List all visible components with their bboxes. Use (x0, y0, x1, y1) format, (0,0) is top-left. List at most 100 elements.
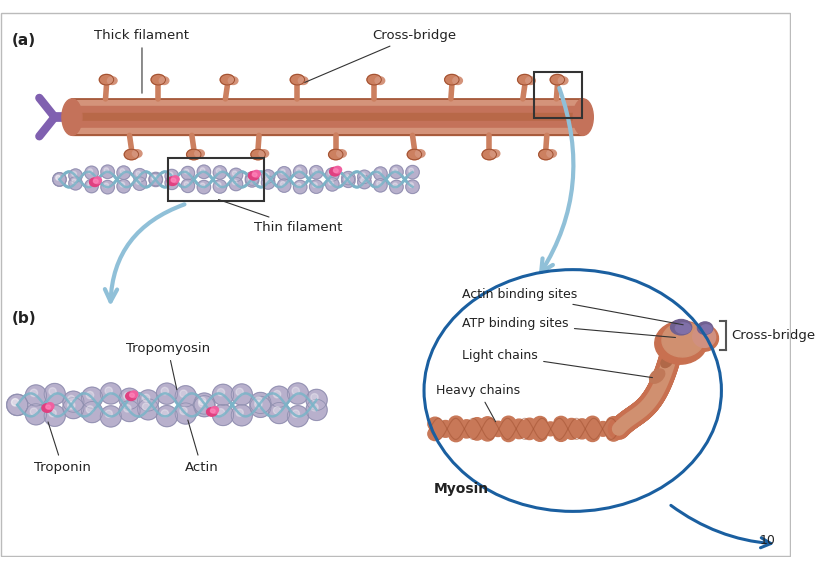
Ellipse shape (99, 75, 114, 85)
Circle shape (264, 179, 269, 183)
Circle shape (101, 165, 115, 179)
Ellipse shape (211, 407, 219, 413)
Ellipse shape (299, 77, 308, 84)
Circle shape (7, 394, 28, 415)
Circle shape (326, 178, 339, 191)
Circle shape (280, 182, 285, 186)
Circle shape (68, 176, 83, 190)
Ellipse shape (334, 166, 342, 173)
Ellipse shape (596, 422, 610, 435)
Circle shape (182, 179, 195, 192)
Circle shape (389, 165, 403, 179)
Circle shape (82, 402, 102, 423)
Text: (a): (a) (12, 32, 35, 48)
Ellipse shape (210, 409, 215, 413)
Circle shape (406, 180, 419, 193)
Circle shape (377, 181, 381, 186)
Circle shape (409, 168, 413, 173)
Ellipse shape (195, 150, 205, 158)
Circle shape (49, 387, 56, 395)
Circle shape (231, 384, 252, 405)
Ellipse shape (449, 416, 463, 430)
Ellipse shape (130, 391, 138, 398)
Circle shape (138, 390, 158, 411)
Ellipse shape (453, 77, 462, 84)
Ellipse shape (649, 369, 665, 383)
Circle shape (85, 179, 98, 193)
Ellipse shape (337, 150, 346, 158)
Circle shape (377, 170, 381, 174)
Ellipse shape (46, 403, 54, 410)
Ellipse shape (416, 150, 425, 158)
Circle shape (138, 399, 158, 420)
Ellipse shape (89, 178, 100, 187)
Circle shape (53, 173, 66, 186)
Circle shape (374, 167, 387, 180)
Circle shape (88, 182, 92, 187)
Ellipse shape (688, 324, 719, 351)
Ellipse shape (259, 150, 269, 158)
Ellipse shape (490, 150, 500, 158)
Circle shape (104, 168, 109, 172)
Bar (72, 99, 583, 106)
Text: Thin filament: Thin filament (219, 200, 342, 234)
Text: Tropomyosin: Tropomyosin (126, 342, 210, 390)
Circle shape (313, 168, 318, 173)
Circle shape (117, 180, 130, 193)
Circle shape (180, 390, 187, 397)
Ellipse shape (544, 422, 558, 436)
Circle shape (393, 168, 398, 172)
Circle shape (216, 183, 221, 187)
Circle shape (184, 182, 189, 187)
Ellipse shape (62, 99, 82, 135)
Ellipse shape (171, 178, 176, 182)
Ellipse shape (671, 320, 691, 335)
Circle shape (101, 383, 121, 404)
Circle shape (287, 406, 309, 427)
Circle shape (182, 166, 195, 180)
Ellipse shape (333, 169, 338, 172)
Circle shape (262, 170, 275, 183)
Ellipse shape (125, 392, 136, 401)
Circle shape (133, 168, 146, 182)
Circle shape (44, 384, 65, 405)
Circle shape (68, 402, 75, 409)
Circle shape (213, 180, 227, 193)
Circle shape (175, 386, 196, 407)
Circle shape (152, 175, 157, 180)
Ellipse shape (94, 177, 101, 184)
Circle shape (326, 168, 339, 182)
Ellipse shape (428, 417, 442, 431)
Circle shape (236, 409, 243, 417)
Circle shape (409, 183, 413, 187)
Ellipse shape (512, 425, 526, 439)
Circle shape (294, 180, 307, 194)
Ellipse shape (107, 77, 117, 84)
Circle shape (306, 389, 328, 410)
Circle shape (72, 172, 77, 176)
Ellipse shape (460, 424, 474, 438)
Circle shape (44, 405, 65, 426)
Ellipse shape (697, 322, 713, 335)
Circle shape (374, 179, 387, 192)
Circle shape (53, 173, 66, 186)
Circle shape (119, 401, 140, 422)
Ellipse shape (539, 149, 553, 160)
FancyArrowPatch shape (105, 204, 185, 302)
Ellipse shape (586, 417, 600, 430)
Circle shape (311, 394, 318, 401)
Ellipse shape (502, 428, 516, 442)
Ellipse shape (42, 403, 53, 413)
Bar (72, 128, 583, 135)
Ellipse shape (700, 325, 712, 333)
Ellipse shape (248, 171, 259, 180)
Circle shape (342, 174, 355, 187)
Ellipse shape (554, 417, 568, 430)
Ellipse shape (252, 173, 257, 176)
FancyArrowPatch shape (671, 505, 771, 548)
Circle shape (68, 395, 75, 403)
Circle shape (26, 404, 46, 425)
Text: 10: 10 (759, 534, 775, 547)
Circle shape (361, 178, 365, 183)
Text: Light chains: Light chains (462, 348, 653, 378)
